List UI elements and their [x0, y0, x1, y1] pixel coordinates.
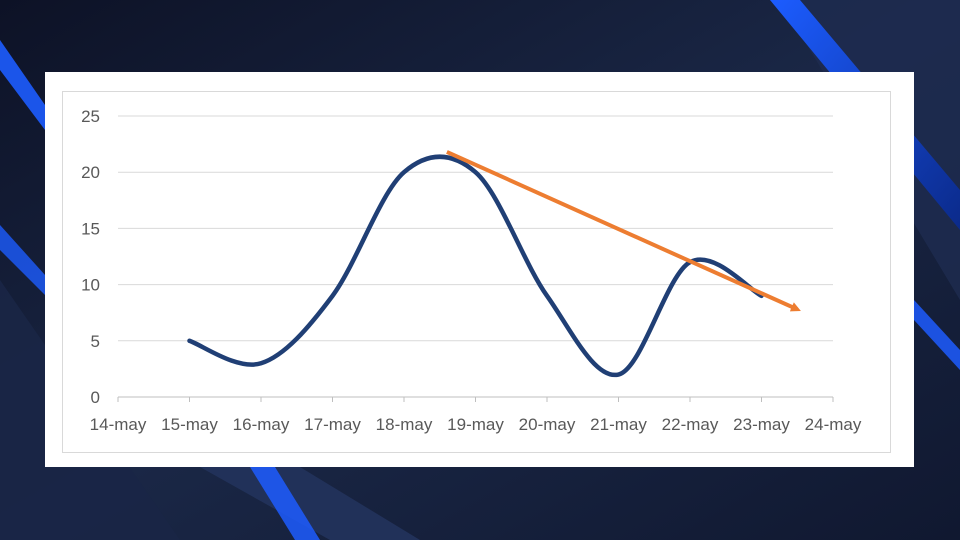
x-tick-label: 20-may: [519, 415, 576, 434]
bg-stripe-bottom: [250, 467, 320, 540]
x-tick-label: 16-may: [233, 415, 290, 434]
x-tick-label: 15-may: [161, 415, 218, 434]
series-layer: [187, 154, 764, 378]
x-tick-label: 22-may: [662, 415, 719, 434]
bg-stripe-left-top: [0, 40, 45, 130]
x-tick-label: 21-may: [590, 415, 647, 434]
axes: 0 5 10 15 20 25 14-may 15-may 16-may 17-may 18-may…: [81, 107, 862, 434]
y-tick-label: 25: [81, 107, 100, 126]
chart-frame: [62, 91, 891, 453]
x-tick-label: 17-may: [304, 415, 361, 434]
y-tick-label: 20: [81, 163, 100, 182]
line-chart: 0 5 10 15 20 25 14-may 15-may 16-may 17-may 18-may…: [81, 107, 862, 434]
x-tick-label: 14-may: [90, 415, 147, 434]
x-tick-label: 23-may: [733, 415, 790, 434]
y-tick-label: 5: [91, 332, 100, 351]
annotation-layer: [446, 150, 801, 312]
gridlines: [118, 115, 833, 342]
y-tick-label: 0: [91, 388, 100, 407]
x-tick-label: 24-may: [805, 415, 862, 434]
trend-arrow: [446, 150, 801, 312]
chart-card: 0 5 10 15 20 25 14-may 15-may 16-may 17-may 18-may…: [45, 72, 914, 467]
x-tick-label: 18-may: [376, 415, 433, 434]
y-tick-label: 15: [81, 219, 100, 238]
series-line-0: [187, 154, 764, 378]
y-tick-label: 10: [81, 276, 100, 295]
bg-stripe-right: [914, 300, 960, 370]
x-tick-label: 19-may: [447, 415, 504, 434]
bg-stripe-left-bottom: [0, 225, 45, 295]
bg-panel-bottom-mid: [200, 467, 420, 540]
